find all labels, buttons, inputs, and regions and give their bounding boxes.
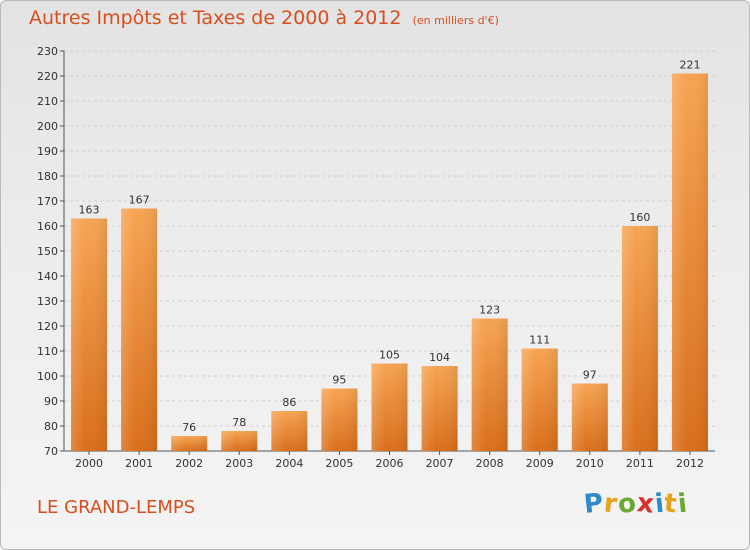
- chart-title: Autres Impôts et Taxes de 2000 à 2012 (e…: [29, 7, 499, 29]
- x-tick-label: 2007: [426, 457, 454, 470]
- y-tick-label: 190: [37, 145, 58, 158]
- value-label: 104: [429, 351, 450, 364]
- y-tick-label: 160: [37, 220, 58, 233]
- logo-letter: i: [676, 488, 690, 520]
- y-tick-label: 70: [44, 445, 58, 458]
- x-tick-label: 2011: [626, 457, 654, 470]
- x-tick-label: 2009: [526, 457, 554, 470]
- chart-unit-label: (en milliers d'€): [412, 14, 499, 27]
- value-label: 111: [529, 334, 550, 347]
- x-tick-label: 2008: [476, 457, 504, 470]
- bar-shade: [71, 218, 108, 451]
- x-tick-label: 2012: [676, 457, 704, 470]
- bar-shade: [321, 388, 358, 451]
- x-tick-label: 2000: [75, 457, 103, 470]
- x-tick-label: 2004: [275, 457, 303, 470]
- value-label: 123: [479, 304, 500, 317]
- x-tick-label: 2006: [376, 457, 404, 470]
- y-tick-label: 130: [37, 295, 58, 308]
- bar-shade: [171, 436, 208, 451]
- y-tick-label: 110: [37, 345, 58, 358]
- y-tick-label: 210: [37, 95, 58, 108]
- value-label: 221: [679, 59, 700, 72]
- value-label: 97: [583, 369, 597, 382]
- bar-shade: [121, 208, 158, 451]
- value-label: 160: [629, 211, 650, 224]
- value-label: 167: [129, 194, 150, 207]
- bars: [71, 73, 708, 451]
- bar-shade: [421, 366, 458, 451]
- bar-shade: [621, 226, 658, 451]
- x-tick-label: 2010: [576, 457, 604, 470]
- y-tick-label: 150: [37, 245, 58, 258]
- bar-shade: [521, 348, 558, 451]
- bar-shade: [471, 318, 508, 451]
- x-tick-label: 2003: [225, 457, 253, 470]
- commune-name: LE GRAND-LEMPS: [37, 497, 196, 518]
- x-tick-label: 2002: [175, 457, 203, 470]
- y-tick-label: 220: [37, 70, 58, 83]
- y-tick-label: 170: [37, 195, 58, 208]
- bar-shade: [571, 383, 608, 451]
- bar-shade: [271, 411, 308, 451]
- value-label: 163: [79, 204, 100, 217]
- y-tick-label: 200: [37, 120, 58, 133]
- value-label: 105: [379, 349, 400, 362]
- chart-title-text: Autres Impôts et Taxes de 2000 à 2012: [29, 7, 402, 29]
- y-tick-label: 140: [37, 270, 58, 283]
- y-tick-label: 180: [37, 170, 58, 183]
- value-label: 95: [332, 374, 346, 387]
- value-label: 78: [232, 416, 246, 429]
- x-tick-label: 2001: [125, 457, 153, 470]
- x-tick-label: 2005: [325, 457, 353, 470]
- value-label: 76: [182, 421, 196, 434]
- labels: 7080901001101201301401501601701801902002…: [37, 45, 704, 470]
- y-tick-label: 230: [37, 45, 58, 58]
- y-tick-label: 90: [44, 395, 58, 408]
- y-tick-label: 120: [37, 320, 58, 333]
- value-label: 86: [282, 396, 296, 409]
- bar-shade: [221, 431, 258, 451]
- y-tick-label: 100: [37, 370, 58, 383]
- bar-shade: [671, 73, 708, 451]
- bar-shade: [371, 363, 408, 451]
- proxiti-logo[interactable]: Proxiti: [582, 488, 690, 520]
- y-tick-label: 80: [44, 420, 58, 433]
